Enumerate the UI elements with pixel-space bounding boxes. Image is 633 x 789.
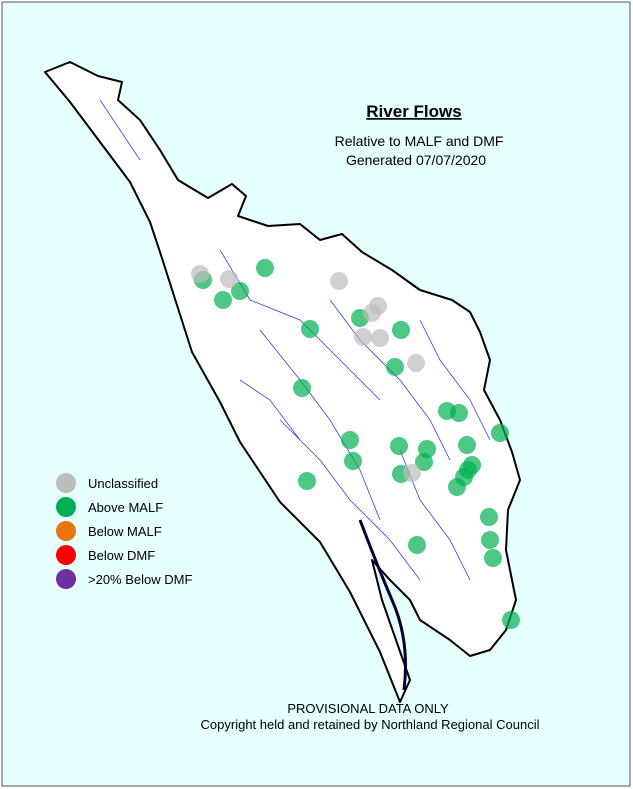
legend-marker (56, 545, 76, 565)
title: River Flows (366, 102, 461, 121)
station[interactable] (330, 272, 348, 290)
station[interactable] (354, 328, 372, 346)
station[interactable] (407, 354, 425, 372)
station[interactable] (341, 431, 359, 449)
station[interactable] (415, 453, 433, 471)
legend-marker (56, 473, 76, 493)
station[interactable] (298, 472, 316, 490)
station[interactable] (386, 358, 404, 376)
station[interactable] (408, 536, 426, 554)
station[interactable] (214, 291, 232, 309)
station[interactable] (371, 329, 389, 347)
legend-label: Below DMF (88, 548, 155, 563)
footer-copyright: Copyright held and retained by Northland… (201, 717, 540, 732)
station[interactable] (344, 452, 362, 470)
harbour (358, 519, 407, 691)
land (44, 61, 521, 703)
subtitle: Relative to MALF and DMF (335, 133, 504, 149)
legend: Unclassified Above MALF Below MALF Below DM… (56, 473, 192, 589)
station[interactable] (458, 436, 476, 454)
station[interactable] (502, 611, 520, 629)
legend-marker (56, 521, 76, 541)
station[interactable] (491, 424, 509, 442)
generated-date: Generated 07/07/2020 (346, 152, 486, 168)
stations (191, 259, 520, 629)
station[interactable] (363, 304, 381, 322)
station[interactable] (293, 379, 311, 397)
footer-note: PROVISIONAL DATA ONLY (287, 701, 449, 716)
legend-label: >20% Below DMF (88, 572, 192, 587)
station[interactable] (450, 404, 468, 422)
station[interactable] (301, 320, 319, 338)
station[interactable] (390, 437, 408, 455)
legend-label: Below MALF (88, 524, 162, 539)
station[interactable] (484, 549, 502, 567)
legend-label: Above MALF (88, 500, 163, 515)
station[interactable] (191, 265, 209, 283)
station[interactable] (481, 531, 499, 549)
station[interactable] (231, 282, 249, 300)
legend-marker (56, 497, 76, 517)
legend-label: Unclassified (88, 476, 158, 491)
station[interactable] (256, 259, 274, 277)
station[interactable] (448, 478, 466, 496)
station[interactable] (403, 464, 421, 482)
station[interactable] (392, 321, 410, 339)
legend-marker (56, 569, 76, 589)
station[interactable] (220, 270, 238, 288)
station[interactable] (480, 508, 498, 526)
